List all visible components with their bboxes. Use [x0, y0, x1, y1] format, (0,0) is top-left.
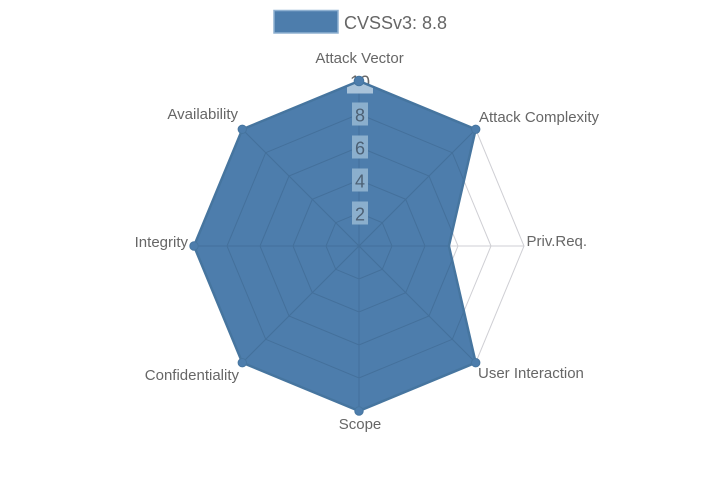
- svg-text:Attack Vector: Attack Vector: [315, 50, 403, 67]
- svg-text:2: 2: [355, 204, 365, 224]
- svg-text:6: 6: [355, 138, 365, 158]
- svg-text:8: 8: [355, 105, 365, 125]
- svg-text:Priv.Req.: Priv.Req.: [527, 233, 588, 250]
- svg-text:Confidentiality: Confidentiality: [145, 367, 240, 384]
- svg-text:4: 4: [355, 171, 365, 191]
- svg-text:Attack Complexity: Attack Complexity: [479, 109, 600, 126]
- svg-text:User Interaction: User Interaction: [478, 365, 584, 382]
- svg-text:Availability: Availability: [167, 106, 238, 123]
- svg-text:Integrity: Integrity: [135, 234, 189, 251]
- svg-text:Scope: Scope: [339, 416, 382, 433]
- svg-text:CVSSv3: 8.8: CVSSv3: 8.8: [344, 13, 447, 33]
